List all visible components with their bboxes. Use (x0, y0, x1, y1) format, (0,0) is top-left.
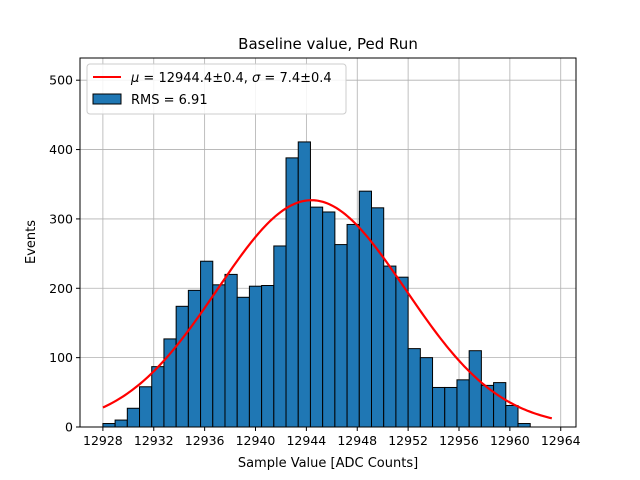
y-tick-label: 200 (49, 281, 73, 296)
histogram-bar (493, 382, 507, 428)
x-axis-ticks: 12928 12932 12936 12940 12944 12948 12952 12956… (83, 427, 581, 448)
histogram-bar (395, 276, 409, 428)
x-tick-label: 12932 (134, 433, 174, 448)
histogram-bar (224, 273, 238, 428)
legend-hist-label: RMS = 6.91 (131, 93, 208, 108)
histogram-bar (212, 284, 226, 428)
histogram-bar (139, 386, 153, 428)
histogram-bar (309, 206, 324, 428)
histogram-bar (505, 404, 519, 428)
y-axis-ticks: 0 100 200 300 400 500 (49, 73, 80, 435)
histogram-bars (102, 141, 531, 428)
x-axis-label: Sample Value [ADC Counts] (238, 456, 418, 471)
chart-title: Baseline value, Ped Run (238, 35, 418, 53)
y-tick-label: 100 (49, 350, 73, 365)
histogram-bar (334, 244, 348, 428)
y-tick-label: 0 (65, 420, 73, 435)
legend-hist-swatch (92, 93, 122, 105)
x-tick-label: 12960 (490, 433, 530, 448)
x-tick-label: 12928 (83, 433, 123, 448)
x-tick-label: 12964 (541, 433, 581, 448)
histogram-bar (297, 141, 311, 428)
histogram-bar (468, 350, 482, 428)
x-tick-label: 12940 (236, 433, 276, 448)
histogram-bar (200, 260, 214, 428)
histogram-bar (370, 207, 385, 428)
x-tick-label: 12944 (286, 433, 326, 448)
histogram-bar (175, 305, 189, 428)
gaussian-fit (102, 199, 553, 420)
histogram-bar (273, 245, 287, 428)
histogram-bar (261, 285, 275, 428)
legend-fit-label: μ = 12944.4±0.4, σ = 7.4±0.4 (130, 71, 332, 86)
histogram-bar (432, 386, 446, 428)
histogram-bar (358, 190, 372, 428)
histogram-bar (187, 289, 202, 428)
histogram-bar (151, 366, 165, 428)
y-axis-label: Events (24, 220, 39, 264)
plot-frame (79, 57, 577, 428)
y-tick-label: 300 (49, 211, 73, 226)
x-tick-label: 12936 (185, 433, 225, 448)
histogram-bar (407, 348, 421, 428)
histogram-bar (456, 379, 470, 428)
histogram-bar (114, 419, 128, 428)
histogram-bar (383, 265, 397, 428)
legend: μ = 12944.4±0.4, σ = 7.4±0.4 RMS = 6.91 (86, 63, 347, 115)
y-tick-label: 500 (49, 73, 73, 88)
histogram-bar (322, 211, 336, 428)
histogram-bar (236, 296, 250, 428)
histogram-bar (126, 407, 141, 428)
x-tick-label: 12952 (388, 433, 428, 448)
histogram-bar (517, 423, 531, 428)
x-tick-label: 12956 (439, 433, 479, 448)
y-tick-label: 400 (49, 142, 73, 157)
legend-box (86, 63, 347, 115)
histogram-bar (419, 357, 434, 428)
histogram-bar (346, 223, 360, 428)
x-tick-label: 12948 (337, 433, 377, 448)
histogram-bar (102, 423, 116, 428)
histogram-bar (444, 386, 458, 428)
histogram-bar (285, 157, 299, 428)
fit-curve (102, 199, 553, 420)
histogram-bar (248, 285, 263, 428)
